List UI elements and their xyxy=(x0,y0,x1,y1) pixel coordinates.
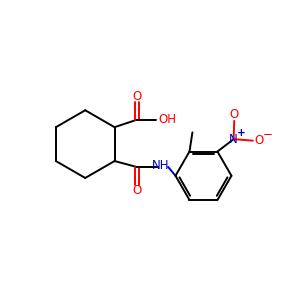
Text: +: + xyxy=(237,128,245,138)
Text: −: − xyxy=(263,128,273,141)
Text: O: O xyxy=(132,184,141,197)
Text: N: N xyxy=(229,133,238,146)
Text: OH: OH xyxy=(158,113,176,126)
Text: O: O xyxy=(132,90,141,103)
Text: NH: NH xyxy=(152,159,169,172)
Text: O: O xyxy=(230,108,239,121)
Text: O: O xyxy=(255,134,264,147)
